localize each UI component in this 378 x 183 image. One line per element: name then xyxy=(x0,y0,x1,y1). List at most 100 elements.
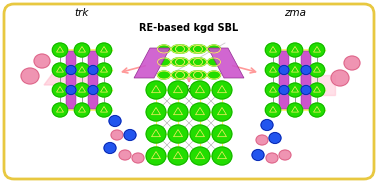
Ellipse shape xyxy=(265,83,281,97)
Ellipse shape xyxy=(194,58,206,66)
Ellipse shape xyxy=(124,130,136,140)
Ellipse shape xyxy=(190,125,210,143)
FancyBboxPatch shape xyxy=(301,51,311,69)
Text: RE-based kgd SBL: RE-based kgd SBL xyxy=(139,23,239,33)
Bar xyxy=(200,90,222,112)
Ellipse shape xyxy=(96,43,112,57)
FancyBboxPatch shape xyxy=(4,4,374,179)
Ellipse shape xyxy=(168,125,188,143)
Ellipse shape xyxy=(189,45,203,53)
Ellipse shape xyxy=(158,71,170,79)
Ellipse shape xyxy=(208,58,220,66)
Bar xyxy=(178,112,200,134)
Ellipse shape xyxy=(34,54,50,68)
Ellipse shape xyxy=(212,103,232,121)
Bar xyxy=(200,134,222,156)
Ellipse shape xyxy=(74,63,90,77)
Ellipse shape xyxy=(279,66,289,74)
Polygon shape xyxy=(208,48,244,78)
Ellipse shape xyxy=(74,83,90,97)
Ellipse shape xyxy=(194,71,206,79)
Ellipse shape xyxy=(88,66,98,74)
Polygon shape xyxy=(300,75,335,95)
FancyBboxPatch shape xyxy=(279,71,289,89)
FancyBboxPatch shape xyxy=(88,51,98,69)
Bar xyxy=(200,112,222,134)
Text: zma: zma xyxy=(284,8,306,18)
Ellipse shape xyxy=(309,43,325,57)
Ellipse shape xyxy=(52,83,68,97)
FancyBboxPatch shape xyxy=(279,51,289,69)
Bar xyxy=(178,134,200,156)
Ellipse shape xyxy=(301,85,311,94)
Ellipse shape xyxy=(309,63,325,77)
Ellipse shape xyxy=(287,63,303,77)
Ellipse shape xyxy=(175,45,189,53)
Ellipse shape xyxy=(158,58,170,66)
Ellipse shape xyxy=(190,147,210,165)
Ellipse shape xyxy=(172,45,184,53)
Ellipse shape xyxy=(331,70,349,86)
Ellipse shape xyxy=(301,66,311,74)
Ellipse shape xyxy=(74,103,90,117)
Ellipse shape xyxy=(109,116,121,126)
Ellipse shape xyxy=(261,120,273,130)
Ellipse shape xyxy=(190,103,210,121)
Ellipse shape xyxy=(212,147,232,165)
Bar xyxy=(156,112,178,134)
Ellipse shape xyxy=(266,153,278,163)
FancyBboxPatch shape xyxy=(279,91,289,109)
Ellipse shape xyxy=(287,43,303,57)
Polygon shape xyxy=(134,48,170,78)
FancyBboxPatch shape xyxy=(88,71,98,89)
Ellipse shape xyxy=(52,63,68,77)
Ellipse shape xyxy=(212,125,232,143)
Ellipse shape xyxy=(168,147,188,165)
Ellipse shape xyxy=(279,85,289,94)
Text: tpk-a: tpk-a xyxy=(175,85,203,95)
Text: trk: trk xyxy=(75,8,89,18)
Ellipse shape xyxy=(66,85,76,94)
Ellipse shape xyxy=(287,83,303,97)
Ellipse shape xyxy=(172,71,184,79)
Ellipse shape xyxy=(96,63,112,77)
Bar xyxy=(178,90,200,112)
Ellipse shape xyxy=(269,133,281,143)
Ellipse shape xyxy=(256,135,268,145)
Ellipse shape xyxy=(132,153,144,163)
Ellipse shape xyxy=(208,45,220,53)
Ellipse shape xyxy=(96,83,112,97)
Ellipse shape xyxy=(66,66,76,74)
Ellipse shape xyxy=(189,58,203,66)
Bar xyxy=(156,134,178,156)
Ellipse shape xyxy=(146,147,166,165)
Polygon shape xyxy=(44,65,102,85)
Ellipse shape xyxy=(146,103,166,121)
Ellipse shape xyxy=(194,45,206,53)
Ellipse shape xyxy=(265,63,281,77)
Ellipse shape xyxy=(74,43,90,57)
Bar xyxy=(156,90,178,112)
Ellipse shape xyxy=(344,56,360,70)
Ellipse shape xyxy=(119,150,131,160)
FancyBboxPatch shape xyxy=(301,91,311,109)
Ellipse shape xyxy=(104,143,116,153)
Ellipse shape xyxy=(168,81,188,99)
Ellipse shape xyxy=(309,83,325,97)
Ellipse shape xyxy=(52,43,68,57)
Ellipse shape xyxy=(287,103,303,117)
Ellipse shape xyxy=(21,68,39,84)
FancyBboxPatch shape xyxy=(66,51,76,69)
Ellipse shape xyxy=(190,81,210,99)
Ellipse shape xyxy=(175,71,189,79)
Ellipse shape xyxy=(146,81,166,99)
Ellipse shape xyxy=(146,125,166,143)
FancyBboxPatch shape xyxy=(66,71,76,89)
Ellipse shape xyxy=(265,103,281,117)
FancyBboxPatch shape xyxy=(301,71,311,89)
Ellipse shape xyxy=(96,103,112,117)
FancyBboxPatch shape xyxy=(66,91,76,109)
Ellipse shape xyxy=(208,71,220,79)
Ellipse shape xyxy=(175,58,189,66)
Ellipse shape xyxy=(88,85,98,94)
